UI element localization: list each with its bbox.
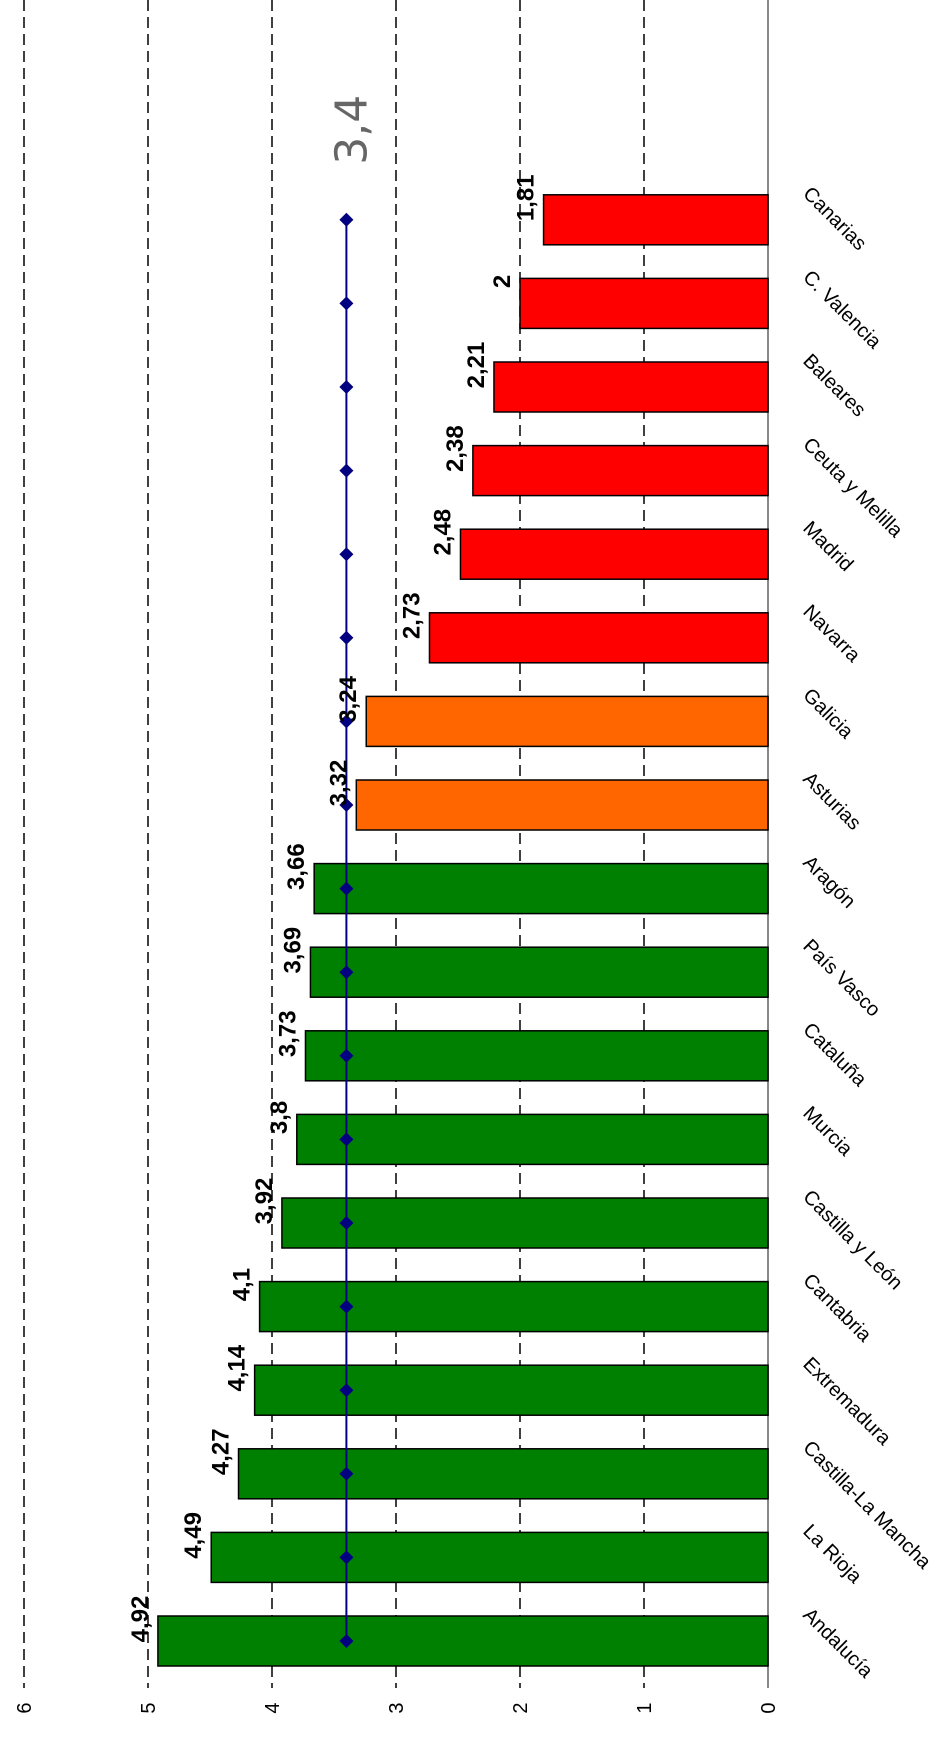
category-label: País Vasco <box>798 935 884 1021</box>
bar <box>253 1364 769 1416</box>
category-label: Navarra <box>798 601 864 667</box>
data-label: 1,81 <box>513 174 540 221</box>
tick-label: 2 <box>510 1702 532 1713</box>
category-label: Asturias <box>798 768 865 835</box>
average-marker <box>339 1466 354 1481</box>
bar <box>313 862 769 915</box>
average-marker <box>339 798 354 812</box>
data-label: 2,21 <box>463 342 490 389</box>
average-marker <box>339 380 354 394</box>
bar <box>365 695 769 748</box>
data-label: 3,24 <box>335 675 362 722</box>
value-axis: 0 1 2 3 4 5 6 <box>14 1702 780 1713</box>
data-label: 3,8 <box>266 1101 293 1134</box>
average-marker <box>339 1132 354 1147</box>
bar <box>237 1448 769 1500</box>
category-label: Murcia <box>798 1102 857 1161</box>
data-label: 2,73 <box>398 592 425 639</box>
category-label: Cataluña <box>798 1019 871 1092</box>
data-label: 2,48 <box>429 509 456 556</box>
data-label: 4,14 <box>224 1344 251 1391</box>
data-label: 4,1 <box>229 1268 256 1301</box>
data-label: 2 <box>489 275 516 288</box>
average-marker <box>339 965 354 980</box>
average-marker <box>339 296 354 311</box>
bar <box>296 1113 769 1166</box>
tick-label: 6 <box>14 1702 36 1713</box>
bar <box>309 946 769 998</box>
data-label: 3,73 <box>274 1010 301 1057</box>
bar <box>258 1280 769 1333</box>
tick-label: 5 <box>138 1702 160 1713</box>
average-marker <box>339 463 354 478</box>
data-label: 2,38 <box>442 425 469 472</box>
category-label: Andalucía <box>798 1604 877 1683</box>
bar <box>493 361 769 413</box>
gridlines <box>23 0 769 1688</box>
average-marker <box>339 881 354 896</box>
average-marker <box>339 212 354 227</box>
average-marker <box>339 1048 354 1063</box>
bar <box>428 612 769 664</box>
bars <box>157 194 769 1667</box>
data-label: 3,92 <box>251 1178 278 1225</box>
tick-label: 3 <box>386 1702 408 1713</box>
data-label: 3,66 <box>283 843 310 890</box>
category-label: Canarias <box>798 183 870 255</box>
category-label: La Rioja <box>798 1520 866 1588</box>
tick-label: 1 <box>634 1702 656 1713</box>
bar <box>519 277 769 330</box>
bar <box>472 444 769 497</box>
bar <box>210 1531 769 1584</box>
average-marker <box>339 1383 354 1398</box>
data-label: 3,69 <box>279 927 306 974</box>
average-marker <box>339 547 354 562</box>
average-label: 3,4 <box>326 95 377 165</box>
average-marker <box>339 1550 354 1565</box>
category-label: Baleares <box>798 350 869 421</box>
tick-label: 4 <box>262 1702 284 1713</box>
category-label: Extremadura <box>798 1353 895 1450</box>
data-label: 4,27 <box>208 1428 235 1475</box>
average-line: 3,4 <box>326 95 377 1648</box>
average-marker <box>339 630 354 645</box>
bar <box>157 1615 769 1667</box>
bar <box>542 194 769 246</box>
average-marker <box>339 714 354 729</box>
data-label: 4,92 <box>127 1596 154 1643</box>
category-label: C. Valencia <box>798 266 885 353</box>
category-label: Cantabria <box>798 1270 875 1347</box>
bar <box>459 528 769 580</box>
bar <box>281 1197 769 1249</box>
tick-label: 0 <box>758 1702 780 1713</box>
data-label: 4,49 <box>180 1512 207 1559</box>
average-marker <box>339 1299 354 1314</box>
average-marker <box>339 1634 354 1648</box>
category-label: Madrid <box>798 517 857 576</box>
data-labels: 4,92 4,49 4,27 4,14 4,1 3,92 3,8 3,73 3,69 3,66 3,… <box>127 174 540 1642</box>
bar <box>355 779 769 831</box>
average-marker <box>339 1216 354 1230</box>
category-label: Aragón <box>798 852 859 913</box>
bar <box>304 1030 769 1082</box>
data-label: 3,32 <box>325 760 352 807</box>
category-label: Galicia <box>798 684 857 743</box>
